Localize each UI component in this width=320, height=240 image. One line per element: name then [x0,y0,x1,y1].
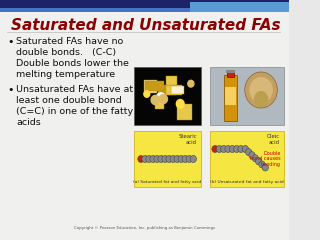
Text: Stearic
acid: Stearic acid [178,134,197,145]
Circle shape [225,145,231,152]
Text: •: • [7,37,14,47]
Bar [155,99,164,109]
Text: Saturated and Unsaturated FAs: Saturated and Unsaturated FAs [11,18,280,33]
Circle shape [154,156,160,162]
Text: Unsaturated FAs have at: Unsaturated FAs have at [16,85,133,94]
Bar [0,0,289,8]
Circle shape [138,156,144,162]
Bar [210,131,284,187]
Circle shape [254,91,268,107]
Bar [166,76,178,85]
Text: (b) Unsaturated fat and fatty acid: (b) Unsaturated fat and fatty acid [210,180,284,184]
Text: Double bonds lower the: Double bonds lower the [16,59,129,68]
Text: acids: acids [16,118,41,127]
Circle shape [156,93,165,102]
Text: (a) Saturated fat and fatty acid: (a) Saturated fat and fatty acid [133,180,201,184]
Text: (C=C) in one of the fatty: (C=C) in one of the fatty [16,107,133,116]
Circle shape [159,95,167,104]
Circle shape [176,100,184,108]
Circle shape [186,156,192,162]
Bar [226,70,235,73]
Text: double bonds.   (C-C): double bonds. (C-C) [16,48,116,57]
Bar [166,85,182,95]
Circle shape [259,161,265,168]
Text: Saturated FAs have no: Saturated FAs have no [16,37,124,46]
Bar [134,67,201,125]
Bar [144,80,157,93]
Circle shape [150,156,156,162]
Text: Double
bond causes
bending: Double bond causes bending [250,151,281,167]
Circle shape [249,152,255,159]
Circle shape [245,149,252,156]
Circle shape [229,145,236,152]
Circle shape [212,145,218,152]
Circle shape [142,156,148,162]
Circle shape [255,158,262,165]
Bar [190,2,289,12]
Circle shape [249,77,273,103]
Circle shape [151,95,160,105]
Bar [158,85,176,95]
Circle shape [234,145,240,152]
Circle shape [220,145,227,152]
Circle shape [158,156,164,162]
Circle shape [178,156,184,162]
Circle shape [242,145,249,152]
Bar [210,67,284,125]
Circle shape [262,164,268,171]
Circle shape [144,91,150,97]
Text: melting temperature: melting temperature [16,70,116,79]
Bar [145,81,164,91]
Circle shape [146,156,152,162]
Circle shape [170,156,176,162]
Text: •: • [7,85,14,95]
Bar [171,86,184,94]
Bar [177,104,192,120]
Circle shape [174,156,180,162]
Circle shape [190,156,196,162]
Circle shape [216,145,222,152]
Bar [0,8,289,12]
Bar [134,131,201,187]
Circle shape [245,72,277,108]
Text: least one double bond: least one double bond [16,96,122,105]
Text: Copyright © Pearson Education, Inc. publishing as Benjamin Cummings: Copyright © Pearson Education, Inc. publ… [74,226,215,230]
Circle shape [188,80,194,87]
Circle shape [252,155,259,162]
Bar [224,75,237,121]
Text: Oleic
acid: Oleic acid [267,134,280,145]
Circle shape [182,156,188,162]
Bar [227,71,234,77]
Circle shape [238,145,244,152]
Circle shape [162,156,168,162]
Circle shape [166,156,172,162]
Bar [225,87,236,105]
